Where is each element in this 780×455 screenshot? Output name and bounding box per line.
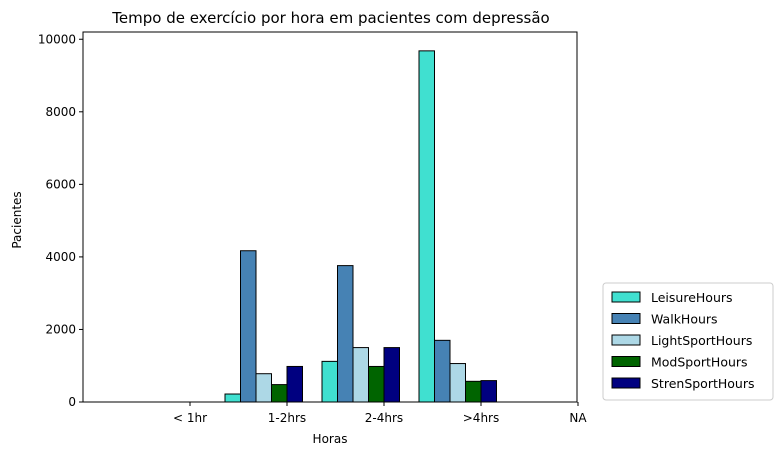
y-tick-label: 2000 xyxy=(45,322,76,336)
legend-swatch-ModSportHours xyxy=(611,356,641,367)
x-tick-label: 2-4hrs xyxy=(365,411,403,425)
y-tick-label: 6000 xyxy=(45,177,76,191)
x-tick-label: 1-2hrs xyxy=(268,411,306,425)
bar-LeisureHours-2 xyxy=(321,360,338,403)
bar-ModSportHours-2 xyxy=(368,365,385,403)
y-axis-label: Pacientes xyxy=(10,191,24,248)
bars-group xyxy=(224,50,497,403)
bar-LightSportHours-3 xyxy=(449,363,466,403)
bar-WalkHours-1 xyxy=(240,250,257,403)
y-tick-label: 4000 xyxy=(45,250,76,264)
y-tick-label: 0 xyxy=(68,395,76,409)
x-tick-label: NA xyxy=(569,411,587,425)
y-tick-label: 8000 xyxy=(45,105,76,119)
legend: LeisureHours WalkHours LightSportHours ModS… xyxy=(602,282,774,401)
legend-frame xyxy=(602,282,774,401)
y-tick-label: 10000 xyxy=(38,32,76,46)
x-tick-label: >4hrs xyxy=(463,411,499,425)
legend-label-ModSportHours: ModSportHours xyxy=(651,355,748,370)
bar-LightSportHours-1 xyxy=(255,373,272,403)
legend-swatch-LeisureHours xyxy=(611,291,641,303)
legend-label-LeisureHours: LeisureHours xyxy=(651,290,733,305)
bar-ModSportHours-1 xyxy=(271,384,288,403)
y-axis: 0 2000 4000 6000 8000 10000 xyxy=(38,32,83,409)
bar-ModSportHours-3 xyxy=(465,380,482,403)
legend-swatch-LightSportHours xyxy=(611,334,641,346)
bar-LeisureHours-3 xyxy=(418,50,435,403)
legend-label-LightSportHours: LightSportHours xyxy=(651,333,752,348)
bar-StrenSportHours-3 xyxy=(480,380,497,403)
plot-frame xyxy=(82,31,578,403)
bar-StrenSportHours-2 xyxy=(383,347,400,403)
bar-WalkHours-2 xyxy=(337,265,354,403)
bar-LightSportHours-2 xyxy=(352,347,369,403)
legend-swatch-WalkHours xyxy=(611,313,641,324)
x-axis: < 1hr 1-2hrs 2-4hrs >4hrs NA xyxy=(173,402,587,425)
legend-label-StrenSportHours: StrenSportHours xyxy=(651,376,755,391)
x-axis-label: Horas xyxy=(313,432,348,446)
bar-LeisureHours-1 xyxy=(224,393,241,403)
legend-label-WalkHours: WalkHours xyxy=(651,312,718,327)
legend-swatch-StrenSportHours xyxy=(611,377,641,389)
bar-StrenSportHours-1 xyxy=(286,365,303,403)
chart-title: Tempo de exercício por hora em pacientes… xyxy=(111,9,549,27)
x-tick-label: < 1hr xyxy=(173,411,207,425)
bar-WalkHours-3 xyxy=(434,339,451,403)
